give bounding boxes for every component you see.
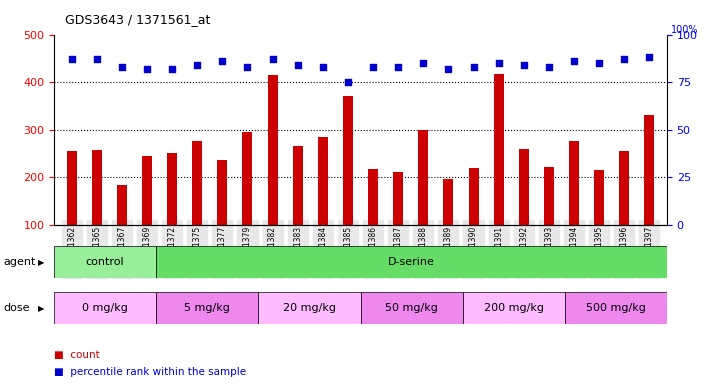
Text: ■  count: ■ count: [54, 350, 99, 360]
Point: [392, 64, 404, 70]
Bar: [569, 141, 579, 272]
Point: [91, 56, 102, 62]
Point: [242, 64, 253, 70]
Text: control: control: [86, 257, 125, 267]
Bar: [518, 149, 528, 272]
Bar: [469, 168, 479, 272]
Bar: [156, 292, 258, 324]
Bar: [193, 141, 203, 272]
Text: 5 mg/kg: 5 mg/kg: [185, 303, 230, 313]
Bar: [544, 167, 554, 272]
Bar: [443, 179, 454, 272]
Bar: [343, 96, 353, 272]
Point: [192, 62, 203, 68]
Bar: [619, 151, 629, 272]
Bar: [565, 292, 667, 324]
Bar: [156, 246, 667, 278]
Text: ▶: ▶: [37, 304, 44, 313]
Bar: [393, 172, 403, 272]
Bar: [258, 292, 360, 324]
Point: [543, 64, 554, 70]
Bar: [318, 137, 328, 272]
Point: [518, 62, 529, 68]
Point: [317, 64, 329, 70]
Bar: [142, 156, 152, 272]
Point: [417, 60, 429, 66]
Point: [493, 60, 505, 66]
Bar: [293, 146, 303, 272]
Point: [141, 66, 153, 72]
Point: [644, 54, 655, 60]
Point: [619, 56, 630, 62]
Text: D-serine: D-serine: [388, 257, 435, 267]
Point: [443, 66, 454, 72]
Text: agent: agent: [4, 257, 36, 267]
Bar: [92, 149, 102, 272]
Text: 50 mg/kg: 50 mg/kg: [385, 303, 438, 313]
Bar: [54, 246, 156, 278]
Bar: [167, 153, 177, 272]
Text: 100%: 100%: [671, 25, 698, 35]
Bar: [242, 132, 252, 272]
Point: [216, 58, 228, 64]
Bar: [368, 169, 378, 272]
Point: [342, 79, 354, 85]
Point: [267, 56, 278, 62]
Bar: [267, 75, 278, 272]
Point: [568, 58, 580, 64]
Text: ■  percentile rank within the sample: ■ percentile rank within the sample: [54, 367, 246, 377]
Text: dose: dose: [4, 303, 30, 313]
Bar: [66, 151, 76, 272]
Bar: [494, 73, 504, 272]
Bar: [418, 130, 428, 272]
Bar: [117, 185, 127, 272]
Text: ▶: ▶: [37, 258, 44, 266]
Bar: [594, 170, 604, 272]
Point: [367, 64, 379, 70]
Text: 500 mg/kg: 500 mg/kg: [586, 303, 646, 313]
Point: [66, 56, 77, 62]
Text: GDS3643 / 1371561_at: GDS3643 / 1371561_at: [65, 13, 211, 26]
Bar: [645, 115, 655, 272]
Point: [593, 60, 605, 66]
Bar: [463, 292, 565, 324]
Point: [292, 62, 304, 68]
Bar: [217, 161, 227, 272]
Text: 20 mg/kg: 20 mg/kg: [283, 303, 336, 313]
Point: [116, 64, 128, 70]
Text: 0 mg/kg: 0 mg/kg: [82, 303, 128, 313]
Bar: [54, 292, 156, 324]
Bar: [360, 292, 463, 324]
Text: 200 mg/kg: 200 mg/kg: [484, 303, 544, 313]
Point: [167, 66, 178, 72]
Point: [468, 64, 479, 70]
